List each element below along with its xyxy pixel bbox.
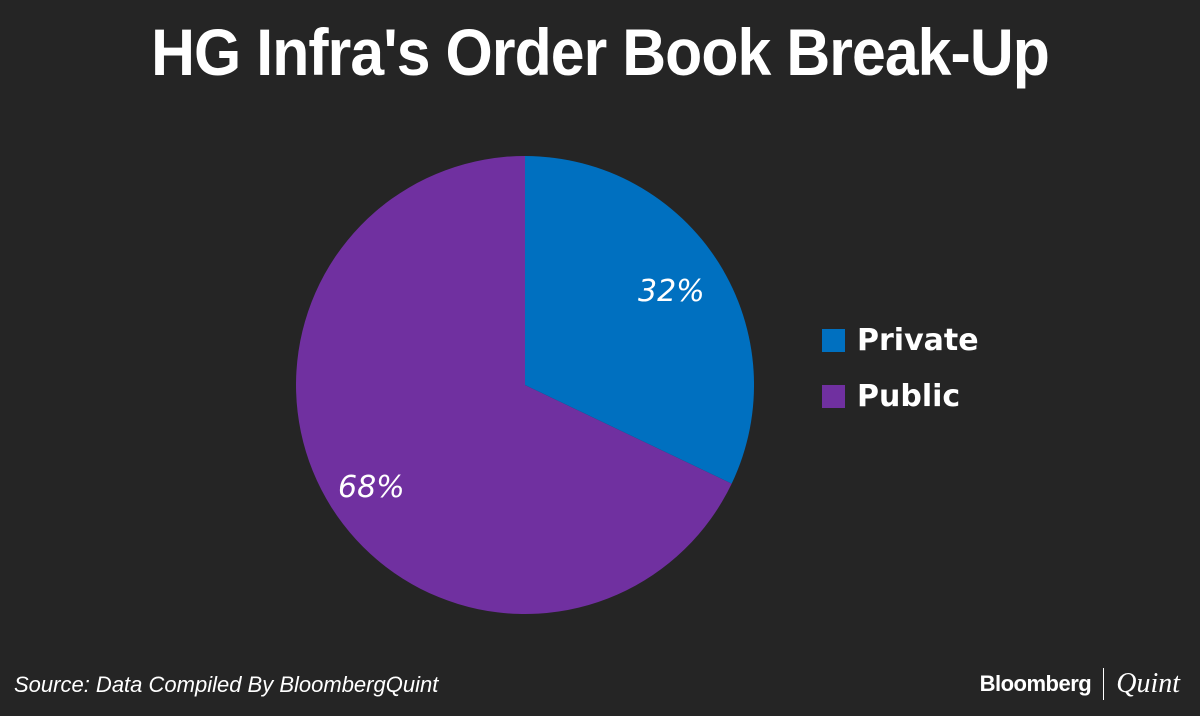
legend-swatch-private (822, 328, 845, 352)
brand-bloomberg: Bloomberg (979, 671, 1092, 696)
legend-item-public: Public (822, 368, 979, 424)
slice-label-private: 32% (638, 274, 705, 309)
pie-slice-public (296, 156, 732, 614)
legend: Private Public (822, 312, 979, 424)
pie-slice-private (525, 156, 755, 484)
legend-item-private: Private (822, 312, 979, 368)
legend-label-public: Public (857, 378, 961, 414)
legend-label-private: Private (857, 322, 979, 358)
brand-logo: Bloomberg Quint (980, 668, 1180, 700)
slice-label-public: 68% (338, 470, 405, 505)
source-note: Source: Data Compiled By BloombergQuint (14, 672, 439, 697)
chart-title: HG Infra's Order Book Break-Up (151, 15, 1050, 89)
brand-quint: Quint (1116, 668, 1180, 699)
legend-swatch-public (822, 384, 845, 408)
brand-divider (1103, 668, 1105, 700)
